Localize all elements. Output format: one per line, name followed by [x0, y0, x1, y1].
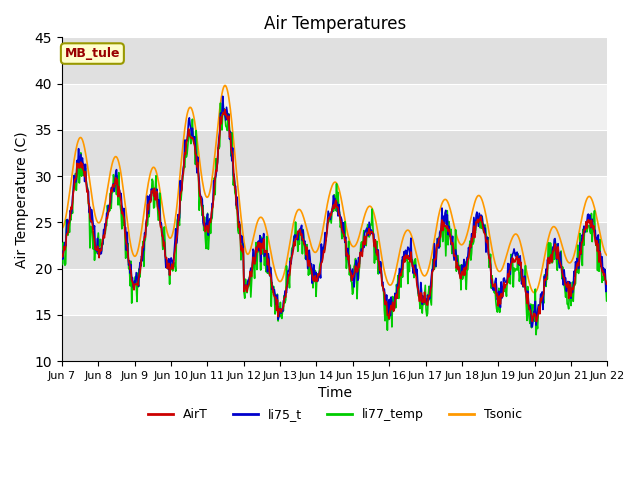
li77_temp	[179, 169, 187, 175]
Tsonic	[124, 224, 132, 230]
li77_temp	[402, 258, 410, 264]
Tsonic	[402, 229, 410, 235]
AirT	[418, 291, 426, 297]
Tsonic	[531, 290, 538, 296]
Bar	[62, 37, 607, 84]
Line: li77_temp: li77_temp	[62, 103, 607, 335]
Tsonic	[179, 139, 187, 144]
Tsonic	[418, 269, 426, 275]
li77_temp	[124, 240, 132, 246]
li75_t	[418, 288, 426, 294]
Tsonic	[68, 173, 76, 179]
li77_temp	[58, 262, 66, 267]
X-axis label: Time: Time	[317, 386, 351, 400]
Tsonic	[58, 226, 66, 231]
AirT	[529, 319, 536, 324]
li75_t	[604, 288, 611, 294]
Bar	[62, 269, 607, 315]
Line: AirT: AirT	[62, 109, 607, 322]
Y-axis label: Air Temperature (C): Air Temperature (C)	[15, 131, 29, 267]
Line: li75_t: li75_t	[62, 96, 607, 327]
Bar	[62, 84, 607, 130]
Bar	[62, 176, 607, 222]
li75_t	[68, 208, 76, 214]
Tsonic	[604, 252, 611, 258]
Text: MB_tule: MB_tule	[65, 47, 120, 60]
AirT	[221, 107, 229, 112]
Line: Tsonic: Tsonic	[62, 85, 607, 293]
li75_t	[219, 94, 227, 99]
Bar	[62, 315, 607, 361]
li77_temp	[208, 215, 216, 221]
Title: Air Temperatures: Air Temperatures	[264, 15, 406, 33]
li75_t	[402, 247, 410, 253]
AirT	[208, 206, 216, 212]
li75_t	[58, 249, 66, 254]
AirT	[604, 281, 611, 287]
AirT	[179, 171, 187, 177]
Legend: AirT, li75_t, li77_temp, Tsonic: AirT, li75_t, li77_temp, Tsonic	[143, 403, 527, 426]
li75_t	[208, 201, 216, 206]
AirT	[68, 206, 76, 212]
li77_temp	[418, 295, 426, 301]
Bar	[62, 222, 607, 269]
li75_t	[124, 251, 132, 256]
li75_t	[529, 324, 536, 330]
AirT	[402, 252, 410, 258]
li77_temp	[604, 298, 611, 303]
li77_temp	[68, 203, 76, 208]
li75_t	[179, 165, 187, 171]
li77_temp	[532, 332, 540, 337]
AirT	[58, 253, 66, 259]
li77_temp	[216, 100, 224, 106]
Bar	[62, 130, 607, 176]
Tsonic	[221, 83, 229, 88]
Tsonic	[208, 176, 216, 181]
AirT	[124, 250, 132, 256]
